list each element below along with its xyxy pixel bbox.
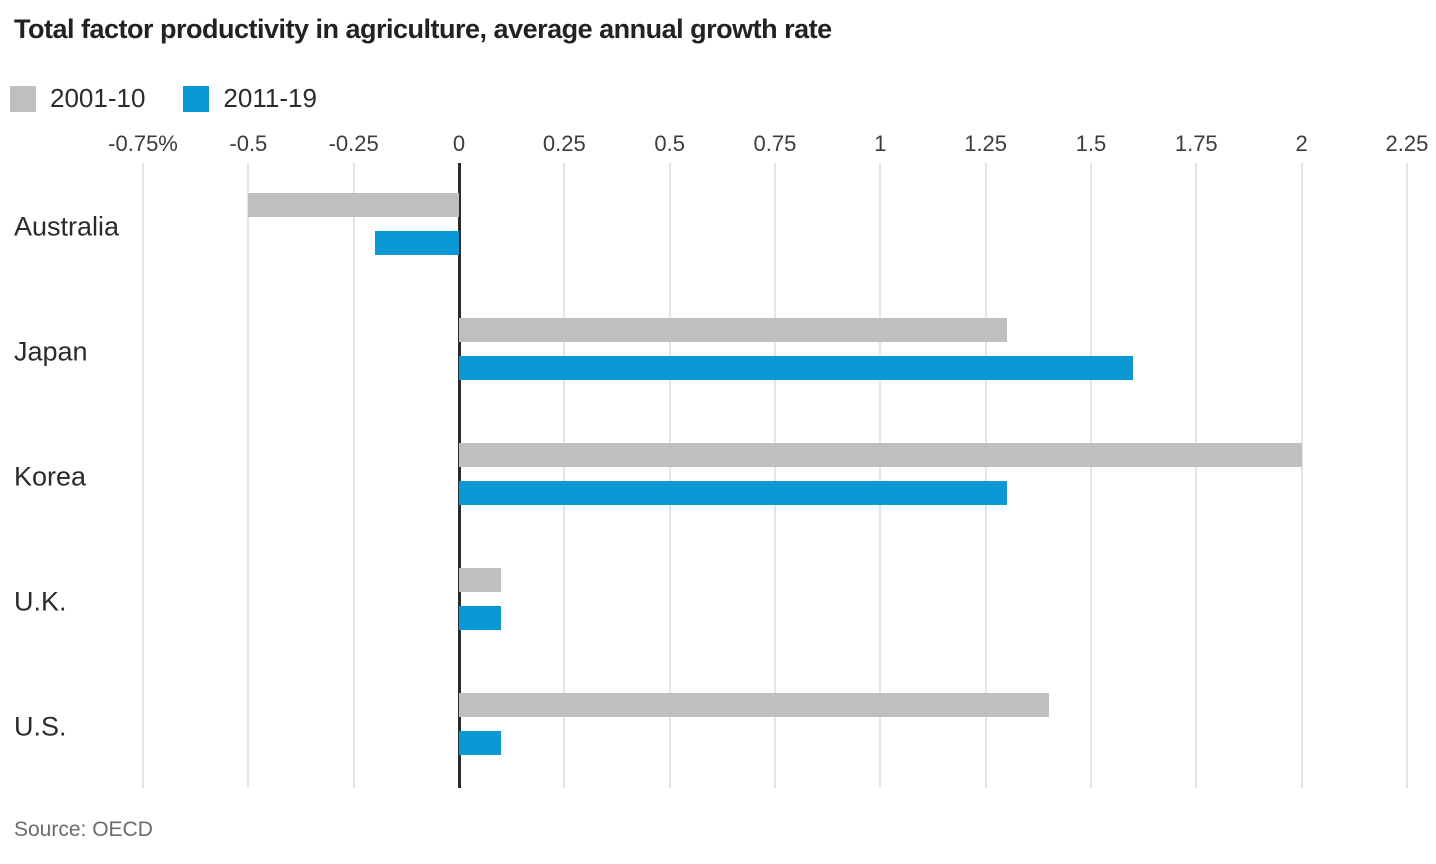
bar-2011-19-australia: [374, 231, 459, 255]
gridline: [1300, 163, 1303, 788]
legend: 2001-10 2011-19: [10, 83, 317, 114]
gridline: [984, 163, 987, 788]
gridline: [247, 163, 250, 788]
legend-swatch-blue: [183, 85, 210, 112]
x-axis-tick-label: 2.25: [1385, 131, 1429, 156]
x-axis-tick-label: 1: [874, 131, 887, 156]
gridline: [1405, 163, 1408, 788]
bar-2001-10-korea: [459, 443, 1302, 467]
bar-2011-19-us: [459, 731, 502, 755]
gridline: [142, 163, 145, 788]
gridline: [563, 163, 566, 788]
x-axis-tick-label: -0.25: [328, 131, 379, 156]
legend-swatch-gray: [10, 85, 36, 112]
category-label-uk: U.K.: [14, 586, 67, 617]
category-label-us: U.S.: [14, 711, 67, 742]
source-note: Source: OECD: [14, 818, 153, 841]
chart-title: Total factor productivity in agriculture…: [14, 14, 832, 44]
bar-2001-10-australia: [248, 193, 459, 217]
gridline: [773, 163, 776, 788]
bar-2001-10-uk: [459, 568, 502, 592]
bar-2011-19-japan: [459, 356, 1134, 380]
gridline: [879, 163, 882, 788]
category-label-korea: Korea: [14, 461, 87, 492]
zero-axis-line: [457, 163, 461, 788]
gridline: [668, 163, 671, 788]
category-label-japan: Japan: [14, 336, 88, 367]
x-axis-tick-label: 0.75: [753, 131, 797, 156]
x-axis-tick-label: -0.75%: [108, 131, 178, 156]
legend-label: 2001-10: [50, 83, 146, 113]
x-axis-tick-label: 1.5: [1075, 131, 1107, 156]
x-axis-tick-label: 2: [1295, 131, 1308, 156]
legend-item-2001-10: 2001-10: [10, 83, 145, 114]
bar-2011-19-korea: [459, 481, 1007, 505]
x-axis-tick-label: 1.75: [1174, 131, 1218, 156]
bar-2001-10-japan: [459, 318, 1007, 342]
gridline: [352, 163, 355, 788]
bar-2001-10-us: [459, 693, 1049, 717]
x-axis-tick-label: 0: [452, 131, 466, 156]
bar-2011-19-uk: [459, 606, 502, 630]
x-axis-tick-label: -0.5: [229, 131, 268, 156]
x-axis-tick-label: 0.25: [542, 131, 586, 156]
gridline: [1195, 163, 1198, 788]
category-label-australia: Australia: [14, 211, 120, 242]
legend-item-2011-19: 2011-19: [183, 83, 317, 114]
x-axis-tick-label: 0.5: [654, 131, 685, 156]
x-axis-tick-label: 1.25: [964, 131, 1008, 156]
legend-label: 2011-19: [223, 83, 317, 113]
gridline: [1089, 163, 1092, 788]
